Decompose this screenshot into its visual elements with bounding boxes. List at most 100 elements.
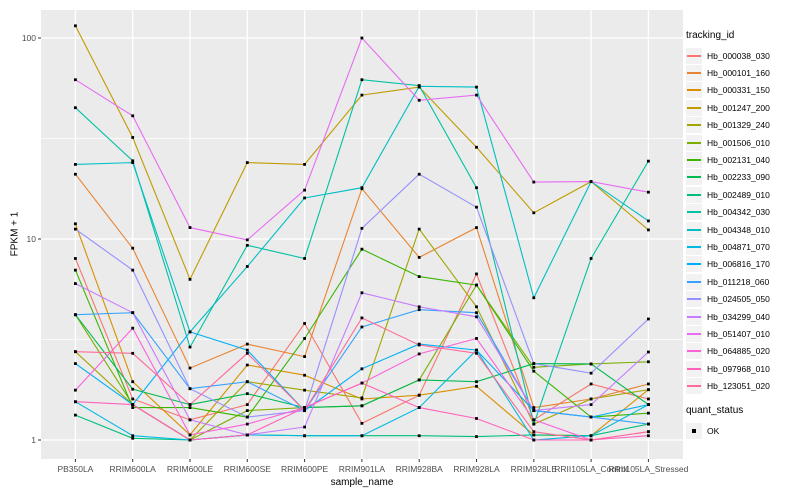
legend-label: Hb_000101_160: [707, 68, 770, 79]
legend-entry: Hb_011218_060: [686, 273, 770, 290]
legend-key: [686, 221, 702, 238]
data-point: [589, 434, 593, 438]
legend-key-line-icon: [687, 280, 701, 283]
legend-label: Hb_051407_010: [707, 328, 770, 339]
legend-key-line-icon: [687, 350, 701, 353]
data-point: [245, 238, 249, 242]
data-point: [532, 422, 536, 426]
data-point: [417, 84, 421, 88]
legend-key-line-icon: [687, 54, 701, 57]
legend-entry: Hb_000101_160: [686, 64, 770, 82]
data-point: [188, 387, 192, 391]
legend-key-line-icon: [687, 193, 701, 196]
data-point: [74, 163, 77, 166]
data-point: [647, 159, 650, 163]
data-point: [475, 283, 478, 287]
y-tick-label: 100: [22, 33, 36, 43]
data-point: [245, 342, 249, 346]
data-point: [303, 355, 306, 358]
data-point: [303, 337, 306, 340]
legend-key-line-icon: [687, 176, 701, 179]
data-point: [303, 196, 306, 200]
legend-key: [686, 325, 702, 342]
legend: tracking_id Hb_000038_030 Hb_000101_160 Hb…: [686, 30, 770, 439]
legend-label: Hb_000331_150: [707, 85, 770, 96]
data-point: [74, 413, 77, 417]
data-point: [74, 313, 77, 317]
legend-label: Hb_002131_040: [707, 155, 770, 166]
data-point: [589, 403, 593, 407]
data-point: [647, 403, 650, 407]
data-point: [131, 136, 135, 139]
data-point: [131, 326, 135, 330]
data-point: [417, 98, 421, 102]
data-point: [647, 397, 650, 401]
data-point: [360, 291, 364, 295]
legend-entry: Hb_004348_010: [686, 221, 770, 238]
data-point: [360, 325, 364, 329]
data-point: [74, 106, 77, 110]
data-point: [188, 366, 192, 370]
data-point: [188, 226, 192, 229]
data-point: [360, 226, 364, 230]
legend-key: [686, 134, 702, 151]
data-point: [188, 418, 192, 422]
data-point: [303, 257, 306, 260]
data-point: [532, 406, 536, 409]
y-tick-label: 10: [27, 234, 37, 244]
data-point: [647, 317, 650, 321]
data-point: [532, 430, 536, 434]
data-point: [131, 161, 135, 164]
data-point: [245, 415, 249, 419]
data-point: [245, 392, 249, 396]
data-point: [417, 406, 421, 409]
legend-key: [686, 169, 702, 186]
data-point: [532, 296, 536, 300]
data-point: [131, 246, 135, 250]
data-point: [475, 305, 478, 309]
x-tick-label: RRIM600LA: [110, 464, 157, 474]
legend-entry: Hb_097968_010: [686, 360, 770, 377]
legend-label: Hb_002233_090: [707, 172, 770, 183]
data-point: [245, 403, 249, 407]
data-point: [360, 396, 364, 400]
data-point: [417, 172, 421, 176]
x-tick-label: RRIM928LE: [511, 464, 558, 474]
data-point: [589, 371, 593, 375]
data-point: [131, 397, 135, 401]
data-point: [417, 275, 421, 279]
data-point: [475, 226, 478, 229]
data-point: [245, 243, 249, 247]
data-point: [647, 422, 650, 426]
data-point: [188, 403, 192, 407]
legend-key: [686, 99, 702, 116]
data-point: [74, 24, 77, 28]
data-point: [360, 247, 364, 251]
data-point: [475, 351, 478, 355]
data-point: [360, 434, 364, 438]
data-point: [475, 186, 478, 190]
y-axis-title: FPKM + 1: [9, 211, 21, 257]
data-point: [74, 78, 77, 82]
data-point: [303, 373, 306, 377]
y-tick-label: 1: [31, 435, 36, 445]
x-tick-label: RRIM600LE: [167, 464, 214, 474]
legend-entry: Hb_051407_010: [686, 325, 770, 342]
data-point: [245, 363, 249, 367]
data-point: [360, 36, 364, 40]
point-square-icon: [692, 428, 696, 433]
legend-label: Hb_064885_020: [707, 346, 770, 357]
legend-label: Hb_006816_170: [707, 259, 770, 270]
data-point: [417, 393, 421, 397]
data-point: [74, 172, 77, 176]
legend-key: [686, 186, 702, 203]
legend-key-line-icon: [687, 211, 701, 214]
legend-key: [686, 65, 702, 82]
legend-key: [686, 308, 702, 325]
data-point: [532, 418, 536, 422]
data-point: [131, 351, 135, 355]
data-point: [475, 85, 478, 89]
data-point: [475, 417, 478, 420]
x-tick-label: RRII105LA_Stressed: [608, 464, 688, 474]
legend-key-line-icon: [687, 106, 701, 109]
